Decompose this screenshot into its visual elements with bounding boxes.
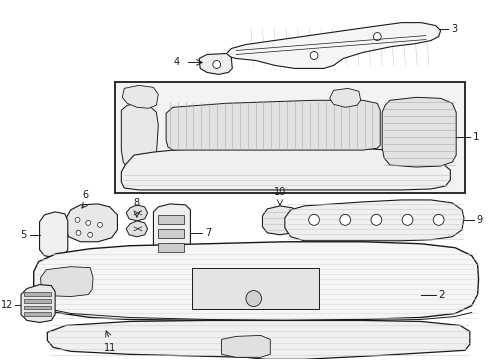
Text: 7: 7 [204,228,211,238]
Circle shape [87,232,92,237]
Polygon shape [40,212,68,258]
Polygon shape [126,221,147,237]
Circle shape [309,51,317,59]
Polygon shape [224,23,440,68]
Polygon shape [221,336,270,357]
Polygon shape [47,320,469,359]
Bar [158,215,183,224]
Circle shape [245,291,261,306]
Text: 6: 6 [82,190,88,200]
Text: 5: 5 [20,230,27,240]
Circle shape [370,214,381,225]
Text: 4: 4 [173,58,180,67]
Circle shape [97,222,102,227]
Text: 12: 12 [1,300,13,310]
Polygon shape [41,267,93,297]
Polygon shape [382,97,455,167]
Bar [24,312,51,316]
Polygon shape [329,88,360,107]
Circle shape [75,217,80,222]
Bar [158,243,183,252]
Text: 9: 9 [476,215,482,225]
Text: 10: 10 [273,187,285,197]
Circle shape [401,214,412,225]
Polygon shape [121,103,158,172]
Circle shape [432,214,443,225]
Circle shape [212,60,220,68]
Bar [192,268,318,310]
Polygon shape [121,147,449,190]
Text: 11: 11 [103,343,116,354]
Polygon shape [122,85,158,108]
Text: 2: 2 [438,289,445,300]
Circle shape [76,230,81,235]
Polygon shape [262,206,297,235]
Polygon shape [166,100,380,150]
Bar [24,298,51,302]
Text: 1: 1 [472,132,478,142]
Polygon shape [199,54,232,75]
Polygon shape [34,242,478,320]
Circle shape [85,220,90,225]
Polygon shape [21,285,55,323]
Text: 3: 3 [450,24,456,33]
Bar [24,292,51,296]
Polygon shape [126,205,147,221]
Circle shape [373,32,381,41]
Polygon shape [285,200,463,241]
Circle shape [308,214,319,225]
Bar [24,306,51,310]
Polygon shape [65,204,117,242]
Bar [158,229,183,238]
Circle shape [339,214,350,225]
Bar [114,82,464,193]
Text: 8: 8 [134,198,140,208]
Polygon shape [153,204,190,262]
